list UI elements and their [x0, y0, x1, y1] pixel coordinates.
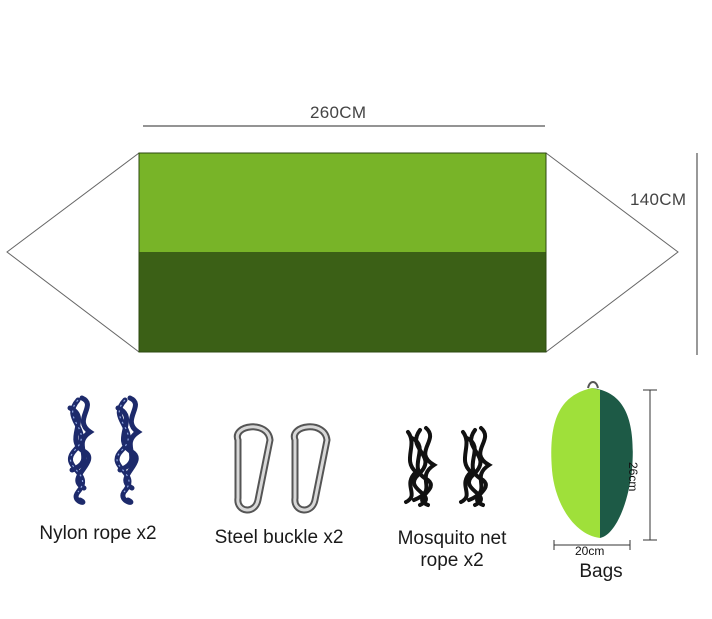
bag-teal-half [592, 388, 633, 538]
mosquito-net-rope-caption: Mosquito net rope x2 [397, 528, 507, 571]
bag-lime-half [551, 388, 600, 538]
bag-height-label: 26cm [626, 462, 640, 492]
bags-caption: Bags [579, 561, 623, 582]
hammock-border [138, 152, 547, 353]
width-label: 260CM [310, 103, 367, 122]
hammock-bottom-panel [139, 252, 546, 352]
left-end-triangle [6, 152, 140, 353]
nylon-rope-caption: Nylon rope x2 [39, 523, 157, 544]
height-label: 140CM [630, 190, 687, 209]
steel-buckle-caption: Steel buckle x2 [214, 527, 344, 548]
right-end-triangle [545, 152, 679, 353]
bag-drawstring [587, 381, 599, 389]
hammock-top-panel [139, 153, 546, 252]
bag-width-label: 20cm [575, 544, 605, 558]
